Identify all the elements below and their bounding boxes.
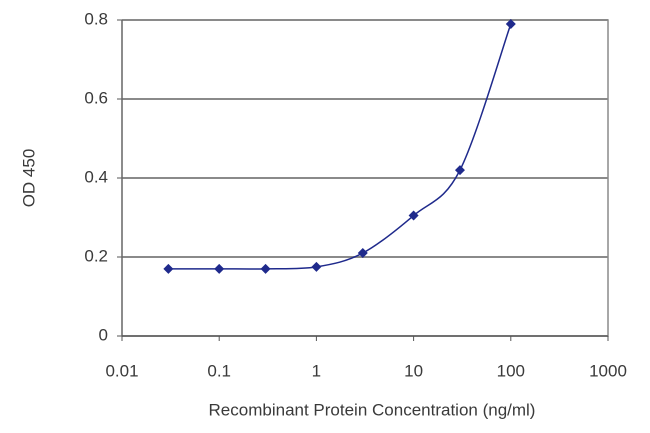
point	[260, 263, 271, 274]
x-tick-label: 1000	[589, 361, 627, 380]
point	[408, 210, 419, 221]
x-tick-label: 10	[404, 361, 423, 380]
line	[168, 23, 512, 270]
x-tick-label: 0.01	[105, 361, 138, 380]
point	[163, 263, 174, 274]
x-tick-label: 1	[312, 361, 321, 380]
y-tick-label: 0	[99, 325, 108, 344]
point	[214, 263, 225, 274]
point	[454, 165, 465, 176]
y-tick-label: 0.6	[84, 88, 108, 107]
y-tick-label: 0.2	[84, 246, 108, 265]
y-tick-label: 0.8	[84, 9, 108, 28]
x-tick-label: 0.1	[207, 361, 231, 380]
x-axis-label: Recombinant Protein Concentration (ng/ml…	[209, 400, 536, 419]
point	[357, 248, 368, 259]
point	[505, 18, 516, 29]
x-tick-label: 100	[497, 361, 525, 380]
y-tick-label: 0.4	[84, 167, 108, 186]
point	[311, 261, 322, 272]
y-axis-label: OD 450	[19, 149, 38, 208]
